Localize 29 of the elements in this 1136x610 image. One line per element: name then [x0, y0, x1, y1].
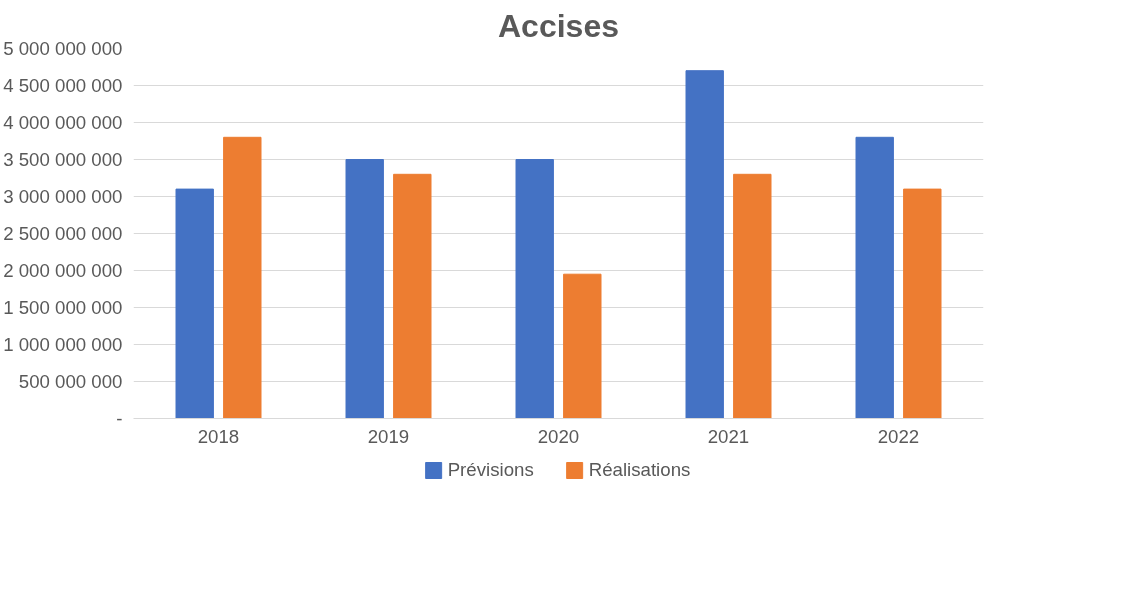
legend-label: Prévisions [447, 459, 534, 481]
y-tick-label: 2 000 000 000 [3, 260, 123, 281]
bar [855, 136, 894, 419]
y-tick-label: 1 500 000 000 [3, 297, 123, 318]
bar [903, 188, 942, 419]
x-tick-label: 2021 [707, 425, 750, 447]
y-tick-label: 1 000 000 000 [3, 334, 123, 355]
bar [393, 173, 432, 419]
y-tick-label: 3 000 000 000 [3, 186, 123, 207]
bar [515, 159, 554, 419]
chart-title: Accises [498, 7, 619, 44]
y-tick-label: 4 000 000 000 [3, 112, 123, 133]
bar [223, 136, 262, 419]
x-tick-label: 2018 [197, 425, 240, 447]
x-tick-label: 2020 [537, 425, 580, 447]
bar [345, 159, 384, 419]
y-tick-label: 500 000 000 [18, 371, 123, 392]
y-tick-label: 3 500 000 000 [3, 149, 123, 170]
y-tick-label: 2 500 000 000 [3, 223, 123, 244]
bar [563, 273, 602, 419]
bar [685, 70, 724, 419]
x-tick-label: 2022 [877, 425, 920, 447]
y-tick-label: 4 500 000 000 [3, 75, 123, 96]
legend-label: Réalisations [588, 459, 691, 481]
bar [733, 173, 772, 419]
x-tick-label: 2019 [367, 425, 410, 447]
y-tick-label: 5 000 000 000 [3, 38, 123, 59]
bar [175, 188, 214, 419]
y-tick-label: - [116, 408, 123, 429]
